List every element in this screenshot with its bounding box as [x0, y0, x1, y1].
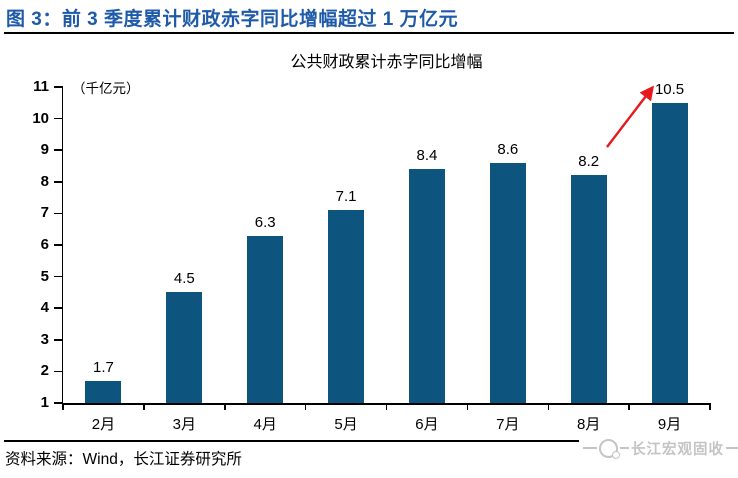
- logo-dash: [583, 447, 597, 449]
- bar-value-label: 1.7: [93, 358, 114, 376]
- brand-logo-icon: [599, 438, 620, 459]
- y-axis-tick: [54, 86, 63, 88]
- y-axis-tick: [54, 370, 63, 373]
- bar-value-label: 10.5: [654, 80, 685, 98]
- logo-dash: [620, 447, 629, 449]
- bar-value-label: 7.1: [335, 188, 357, 206]
- x-axis-tick: [709, 403, 711, 410]
- y-axis-unit-label: （千亿元）: [72, 81, 140, 96]
- plot-area: 1 2 3 4 5 6 7 8 9 10 11 1.7 2月 4.5 3月 6.3 4月 7.1 5月 8.4 6月 8.…: [32, 78, 711, 433]
- y-axis-tick: [54, 275, 63, 278]
- x-tick-label: 8月: [577, 416, 601, 433]
- x-axis-tick: [62, 403, 64, 410]
- y-tick-label: 2: [40, 362, 49, 380]
- y-tick-label: 4: [40, 299, 49, 317]
- x-axis-tick: [547, 403, 549, 410]
- y-tick-label: 11: [33, 78, 49, 95]
- y-tick-label: 1: [40, 394, 49, 411]
- bar-6月: [408, 169, 445, 403]
- x-tick-label: 5月: [334, 416, 358, 433]
- y-axis-tick: [54, 117, 63, 120]
- figure-title: 图 3：前 3 季度累计财政赤字同比增幅超过 1 万亿元: [6, 9, 459, 30]
- x-axis-tick: [304, 403, 307, 410]
- x-axis-tick: [224, 403, 226, 410]
- y-axis-tick: [54, 181, 63, 183]
- x-axis-tick: [143, 403, 145, 410]
- y-tick-label: 6: [40, 236, 49, 253]
- bar-value-label: 4.5: [173, 270, 195, 288]
- y-tick-label: 7: [40, 204, 49, 222]
- y-tick-label: 5: [40, 267, 49, 285]
- bar-value-label: 8.6: [497, 140, 519, 158]
- logo-dash: [726, 447, 738, 449]
- x-tick-label: 2月: [91, 416, 116, 433]
- x-axis-tick: [385, 403, 388, 410]
- y-tick-label: 10: [32, 109, 49, 127]
- y-axis-line: [61, 87, 63, 405]
- y-axis-tick: [54, 212, 63, 215]
- bar-2月: [85, 380, 122, 403]
- brand-logo-text: 长江宏观固收: [631, 441, 724, 458]
- y-tick-label: 8: [40, 172, 49, 190]
- y-axis-tick: [54, 149, 63, 151]
- x-axis-tick: [628, 403, 630, 410]
- chart-title: 公共财政累计赤字同比增幅: [290, 54, 483, 71]
- bar-7月: [489, 162, 526, 403]
- x-tick-label: 7月: [496, 416, 520, 433]
- bar-4月: [247, 235, 284, 403]
- bar-value-label: 6.3: [254, 213, 276, 231]
- source-note: 资料来源：Wind，长江证券研究所: [5, 451, 242, 468]
- top-divider: [4, 32, 734, 34]
- bar-value-label: 8.4: [416, 147, 438, 165]
- y-tick-label: 3: [40, 330, 49, 348]
- bottom-divider: [4, 440, 734, 442]
- y-axis-tick: [54, 244, 63, 246]
- x-tick-label: 6月: [415, 416, 439, 433]
- x-axis-tick: [466, 403, 469, 410]
- bar-3月: [166, 292, 203, 403]
- y-axis-tick: [54, 402, 63, 404]
- bar-9月: [651, 102, 688, 403]
- x-tick-label: 9月: [657, 416, 682, 433]
- x-tick-label: 4月: [253, 416, 277, 433]
- bar-8月: [570, 175, 607, 403]
- brand-watermark: 长江宏观固收: [579, 434, 738, 462]
- x-tick-label: 3月: [172, 416, 196, 433]
- increase-arrow: [606, 85, 655, 148]
- bar-5月: [328, 210, 365, 403]
- y-axis-tick: [54, 307, 63, 309]
- y-tick-label: 9: [40, 141, 49, 159]
- y-axis-tick: [54, 339, 63, 341]
- bar-value-label: 8.2: [578, 153, 600, 171]
